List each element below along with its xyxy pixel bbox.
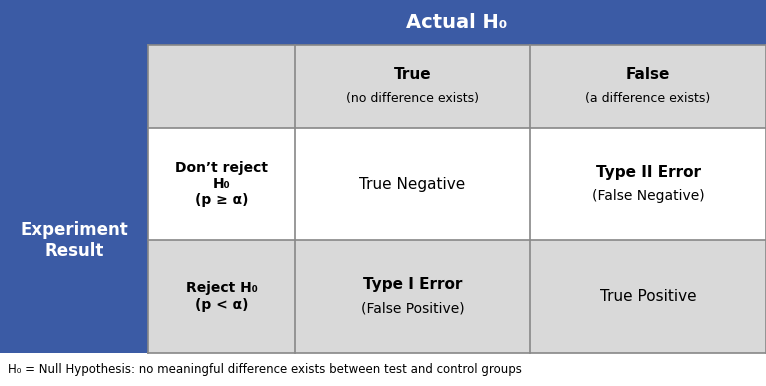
Bar — [0, 353, 766, 386]
Text: True Positive: True Positive — [600, 289, 696, 304]
Text: Experiment
Result: Experiment Result — [20, 221, 128, 260]
Text: Actual H₀: Actual H₀ — [407, 13, 508, 32]
Text: Type I Error: Type I Error — [363, 277, 462, 292]
Text: (False Negative): (False Negative) — [591, 189, 704, 203]
Bar — [148, 45, 766, 128]
Text: False: False — [626, 66, 670, 81]
Text: (a difference exists): (a difference exists) — [585, 93, 711, 105]
Text: Reject H₀
(p < α): Reject H₀ (p < α) — [185, 281, 257, 312]
Bar — [148, 240, 766, 353]
Text: (no difference exists): (no difference exists) — [346, 93, 479, 105]
Text: True Negative: True Negative — [359, 176, 466, 191]
Text: H₀ = Null Hypothesis: no meaningful difference exists between test and control g: H₀ = Null Hypothesis: no meaningful diff… — [8, 363, 522, 376]
Bar — [148, 128, 766, 240]
Text: Type II Error: Type II Error — [595, 164, 700, 179]
Text: Don’t reject
H₀
(p ≥ α): Don’t reject H₀ (p ≥ α) — [175, 161, 268, 207]
Text: (False Positive): (False Positive) — [361, 301, 464, 315]
Text: True: True — [394, 66, 431, 81]
